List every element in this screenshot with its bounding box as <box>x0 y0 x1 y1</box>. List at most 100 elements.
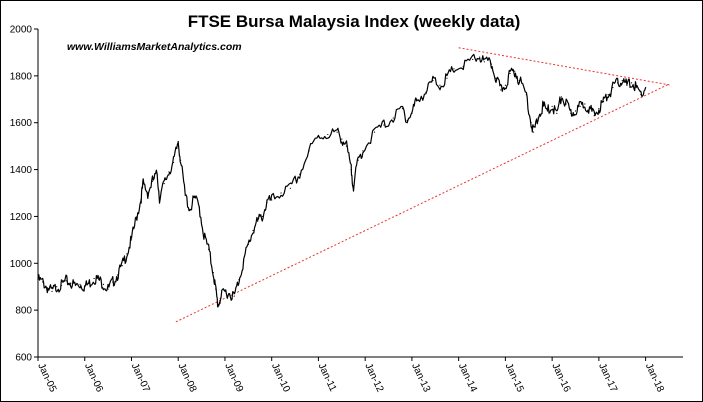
data-point <box>203 234 205 236</box>
data-point <box>373 131 376 133</box>
data-point <box>537 117 539 119</box>
data-point <box>317 136 320 138</box>
data-point <box>551 105 553 107</box>
data-point <box>327 133 329 136</box>
data-point <box>495 77 497 79</box>
data-point <box>352 185 355 187</box>
x-tick-label: Jan-06 <box>82 362 105 395</box>
data-point <box>172 161 175 164</box>
data-point <box>217 304 219 307</box>
x-ticks: Jan-05 Jan-06 Jan-07 Jan-08 Jan-09 Jan-10 Jan-… <box>35 357 666 394</box>
data-point <box>60 284 62 287</box>
x-tick-label: Jan-11 <box>316 362 339 394</box>
trendlines <box>175 47 672 323</box>
data-point <box>504 84 506 86</box>
data-point <box>308 150 310 152</box>
data-point <box>439 84 441 86</box>
data-point <box>46 287 48 289</box>
data-point <box>362 150 364 152</box>
source-label: www.WilliamsMarketAnalytics.com <box>67 41 242 53</box>
data-point <box>383 124 385 126</box>
x-tick-label: Jan-08 <box>175 362 198 395</box>
data-point <box>107 288 109 290</box>
y-tick-label: 1200 <box>10 212 33 223</box>
data-point <box>635 86 637 89</box>
data-point <box>116 274 119 276</box>
data-point <box>215 288 217 290</box>
data-point <box>229 293 231 295</box>
data-point <box>626 84 628 86</box>
data-point <box>570 112 572 114</box>
data-point <box>425 91 427 93</box>
y-tick-label: 800 <box>15 306 32 317</box>
x-tick-label: Jan-14 <box>456 362 479 395</box>
data-point <box>219 297 221 300</box>
data-point <box>289 187 291 189</box>
data-point <box>70 282 72 284</box>
data-point <box>79 283 81 285</box>
data-point <box>207 248 210 250</box>
y-tick-label: 1800 <box>10 71 33 82</box>
data-point <box>280 192 282 194</box>
data-point <box>341 138 343 140</box>
data-point <box>462 65 464 68</box>
data-point <box>616 82 619 84</box>
data-point <box>93 277 95 280</box>
data-point <box>65 280 67 282</box>
data-point <box>98 279 100 281</box>
data-point <box>509 72 511 75</box>
data-point <box>579 105 581 107</box>
x-tick-label: Jan-17 <box>596 362 619 395</box>
data-point <box>42 281 44 283</box>
data-point <box>514 70 516 72</box>
data-point <box>84 286 86 288</box>
data-point <box>483 61 485 63</box>
data-point <box>472 58 474 61</box>
data-point <box>126 253 128 255</box>
data-point <box>556 112 558 114</box>
data-point <box>607 94 609 96</box>
trendline <box>175 83 670 323</box>
data-point <box>177 140 179 143</box>
data-point <box>602 101 605 103</box>
x-tick-label: Jan-18 <box>643 362 666 395</box>
data-point <box>357 159 359 161</box>
data-point <box>518 79 521 82</box>
data-point <box>453 68 455 70</box>
data-point <box>584 103 586 105</box>
data-point <box>446 77 448 79</box>
data-point <box>247 243 249 246</box>
data-point <box>645 86 647 89</box>
data-point <box>350 168 352 171</box>
data-point <box>212 272 214 274</box>
data-point <box>51 290 53 292</box>
data-point <box>156 173 158 175</box>
data-point <box>401 108 404 110</box>
data-point <box>243 260 245 262</box>
x-tick-label: Jan-10 <box>269 362 292 395</box>
data-point <box>142 183 144 185</box>
data-point <box>345 145 348 147</box>
data-point <box>411 112 413 114</box>
data-point <box>542 105 544 107</box>
data-point <box>432 79 434 82</box>
y-tick-label: 1600 <box>10 118 33 129</box>
data-point <box>490 63 492 65</box>
data-point <box>233 295 235 297</box>
data-point <box>184 194 186 196</box>
data-point <box>336 131 338 133</box>
data-point <box>198 206 200 208</box>
data-point <box>479 56 481 58</box>
data-point <box>189 208 191 210</box>
data-point <box>163 183 165 185</box>
chart-title: FTSE Bursa Malaysia Index (weekly data) <box>188 12 521 31</box>
data-point <box>392 117 394 119</box>
x-tick-label: Jan-16 <box>549 362 572 395</box>
data-point <box>630 82 633 84</box>
data-point <box>406 119 408 121</box>
data-point <box>640 94 642 96</box>
data-point <box>158 197 161 199</box>
data-point <box>588 108 591 110</box>
data-point <box>88 282 91 284</box>
